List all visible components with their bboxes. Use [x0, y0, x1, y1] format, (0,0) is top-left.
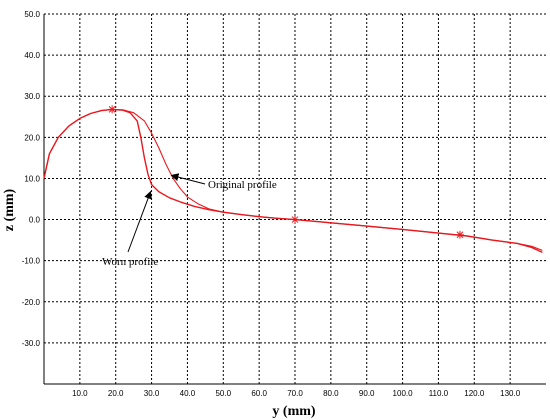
annotations: Original profile Worn profile: [102, 173, 277, 268]
y-tick-label: 40.0: [24, 51, 40, 60]
y-axis-label: z (mm): [2, 188, 17, 231]
x-tick-label: 70.0: [287, 389, 303, 398]
y-tick-label: -10.0: [22, 257, 41, 266]
annotation-arrow-original: [170, 173, 206, 185]
x-tick-label: 100.0: [393, 389, 414, 398]
star-marker: [108, 105, 117, 114]
y-tick-label: -20.0: [22, 298, 41, 307]
point-markers: [108, 105, 464, 239]
x-tick-label: 60.0: [251, 389, 267, 398]
x-tick-label: 10.0: [72, 389, 88, 398]
star-marker: [291, 215, 299, 224]
tick-labels: 10.0 20.0 30.0 40.0 50.0 60.0 70.0 80.0 90.0 100.…: [22, 10, 521, 398]
x-tick-label: 90.0: [359, 389, 375, 398]
y-tick-label: 0.0: [29, 216, 41, 225]
annotation-arrow-worn: [127, 190, 152, 253]
x-tick-label: 50.0: [215, 389, 231, 398]
series-lines: [43, 108, 543, 254]
x-tick-label: 120.0: [464, 389, 485, 398]
annotation-worn-profile: Worn profile: [102, 256, 158, 268]
x-tick-label: 30.0: [144, 389, 160, 398]
annotation-original-profile: Original profile: [208, 179, 277, 191]
y-tick-label: 20.0: [24, 133, 40, 142]
x-tick-label: 130.0: [500, 389, 521, 398]
x-tick-label: 80.0: [323, 389, 339, 398]
worn-profile-line: [43, 108, 543, 254]
y-tick-label: 30.0: [24, 92, 40, 101]
x-tick-label: 20.0: [108, 389, 124, 398]
x-tick-label: 110.0: [429, 389, 449, 398]
original-profile-line: [43, 108, 543, 251]
plot-frame: [43, 14, 546, 385]
y-tick-label: 50.0: [24, 10, 40, 19]
x-axis-label: y (mm): [272, 404, 315, 419]
x-tick-label: 40.0: [180, 389, 196, 398]
grid-lines: [44, 13, 546, 384]
y-tick-label: -30.0: [22, 339, 41, 348]
y-tick-label: 10.0: [24, 174, 40, 183]
star-marker: [455, 230, 464, 239]
